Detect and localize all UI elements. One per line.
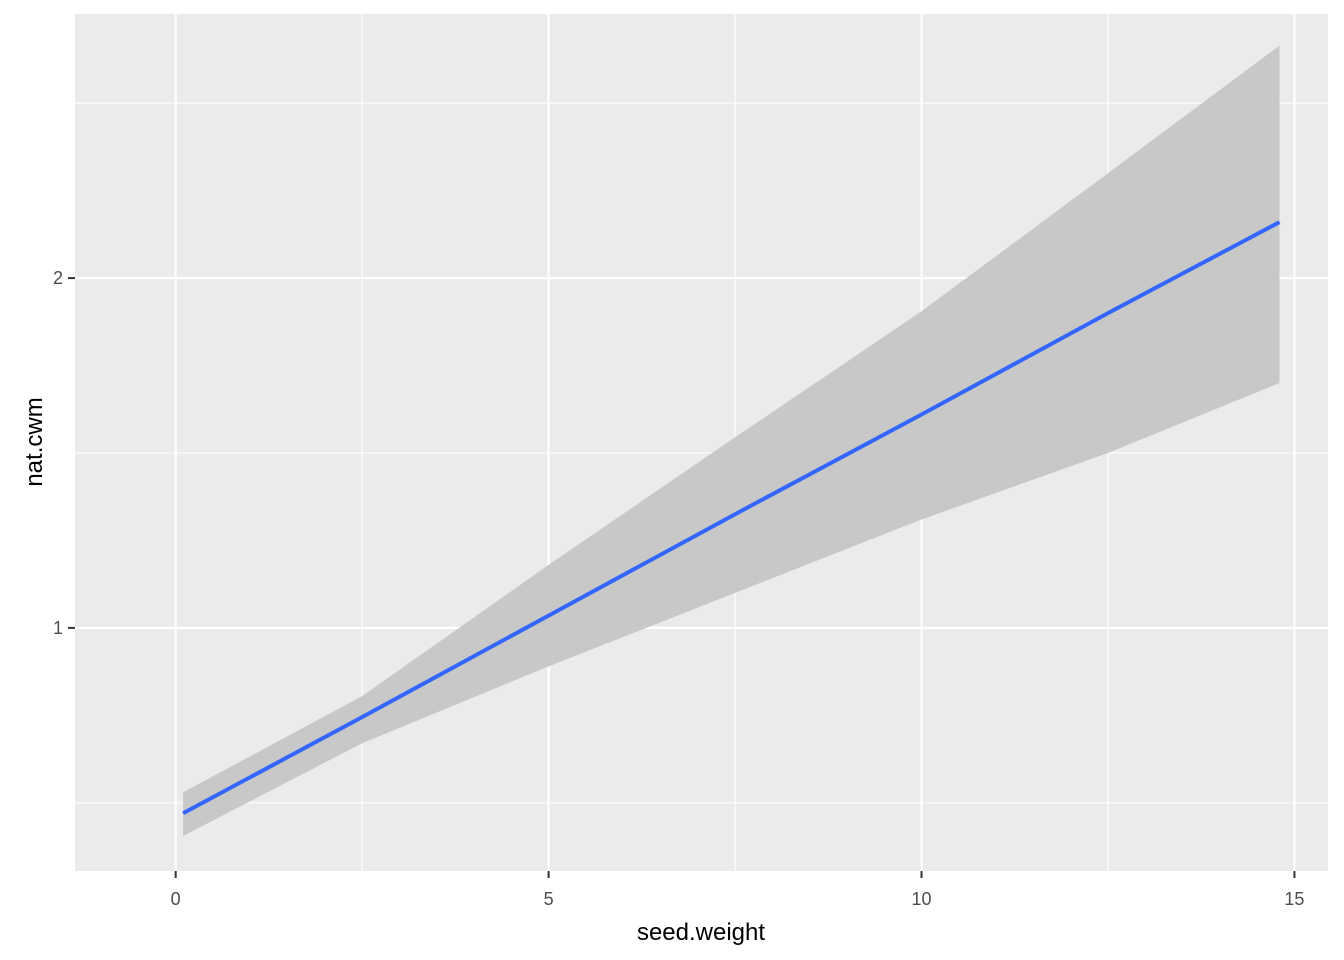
x-tick-label: 5 [544, 889, 554, 909]
y-axis-title: nat.cwm [21, 397, 48, 486]
x-tick-label: 15 [1284, 889, 1304, 909]
x-axis-title: seed.weight [637, 919, 765, 946]
plot-panel [75, 14, 1328, 871]
confidence-ribbon [183, 45, 1280, 836]
x-tick-label: 10 [912, 889, 932, 909]
fit-line [182, 220, 1281, 816]
data-layer [182, 45, 1281, 836]
x-tick-label: 0 [171, 889, 181, 909]
y-tick-label: 1 [53, 618, 63, 638]
y-tick-label: 2 [53, 268, 63, 288]
axis-layer: 0 5 10 15 1 2 [53, 268, 1304, 909]
